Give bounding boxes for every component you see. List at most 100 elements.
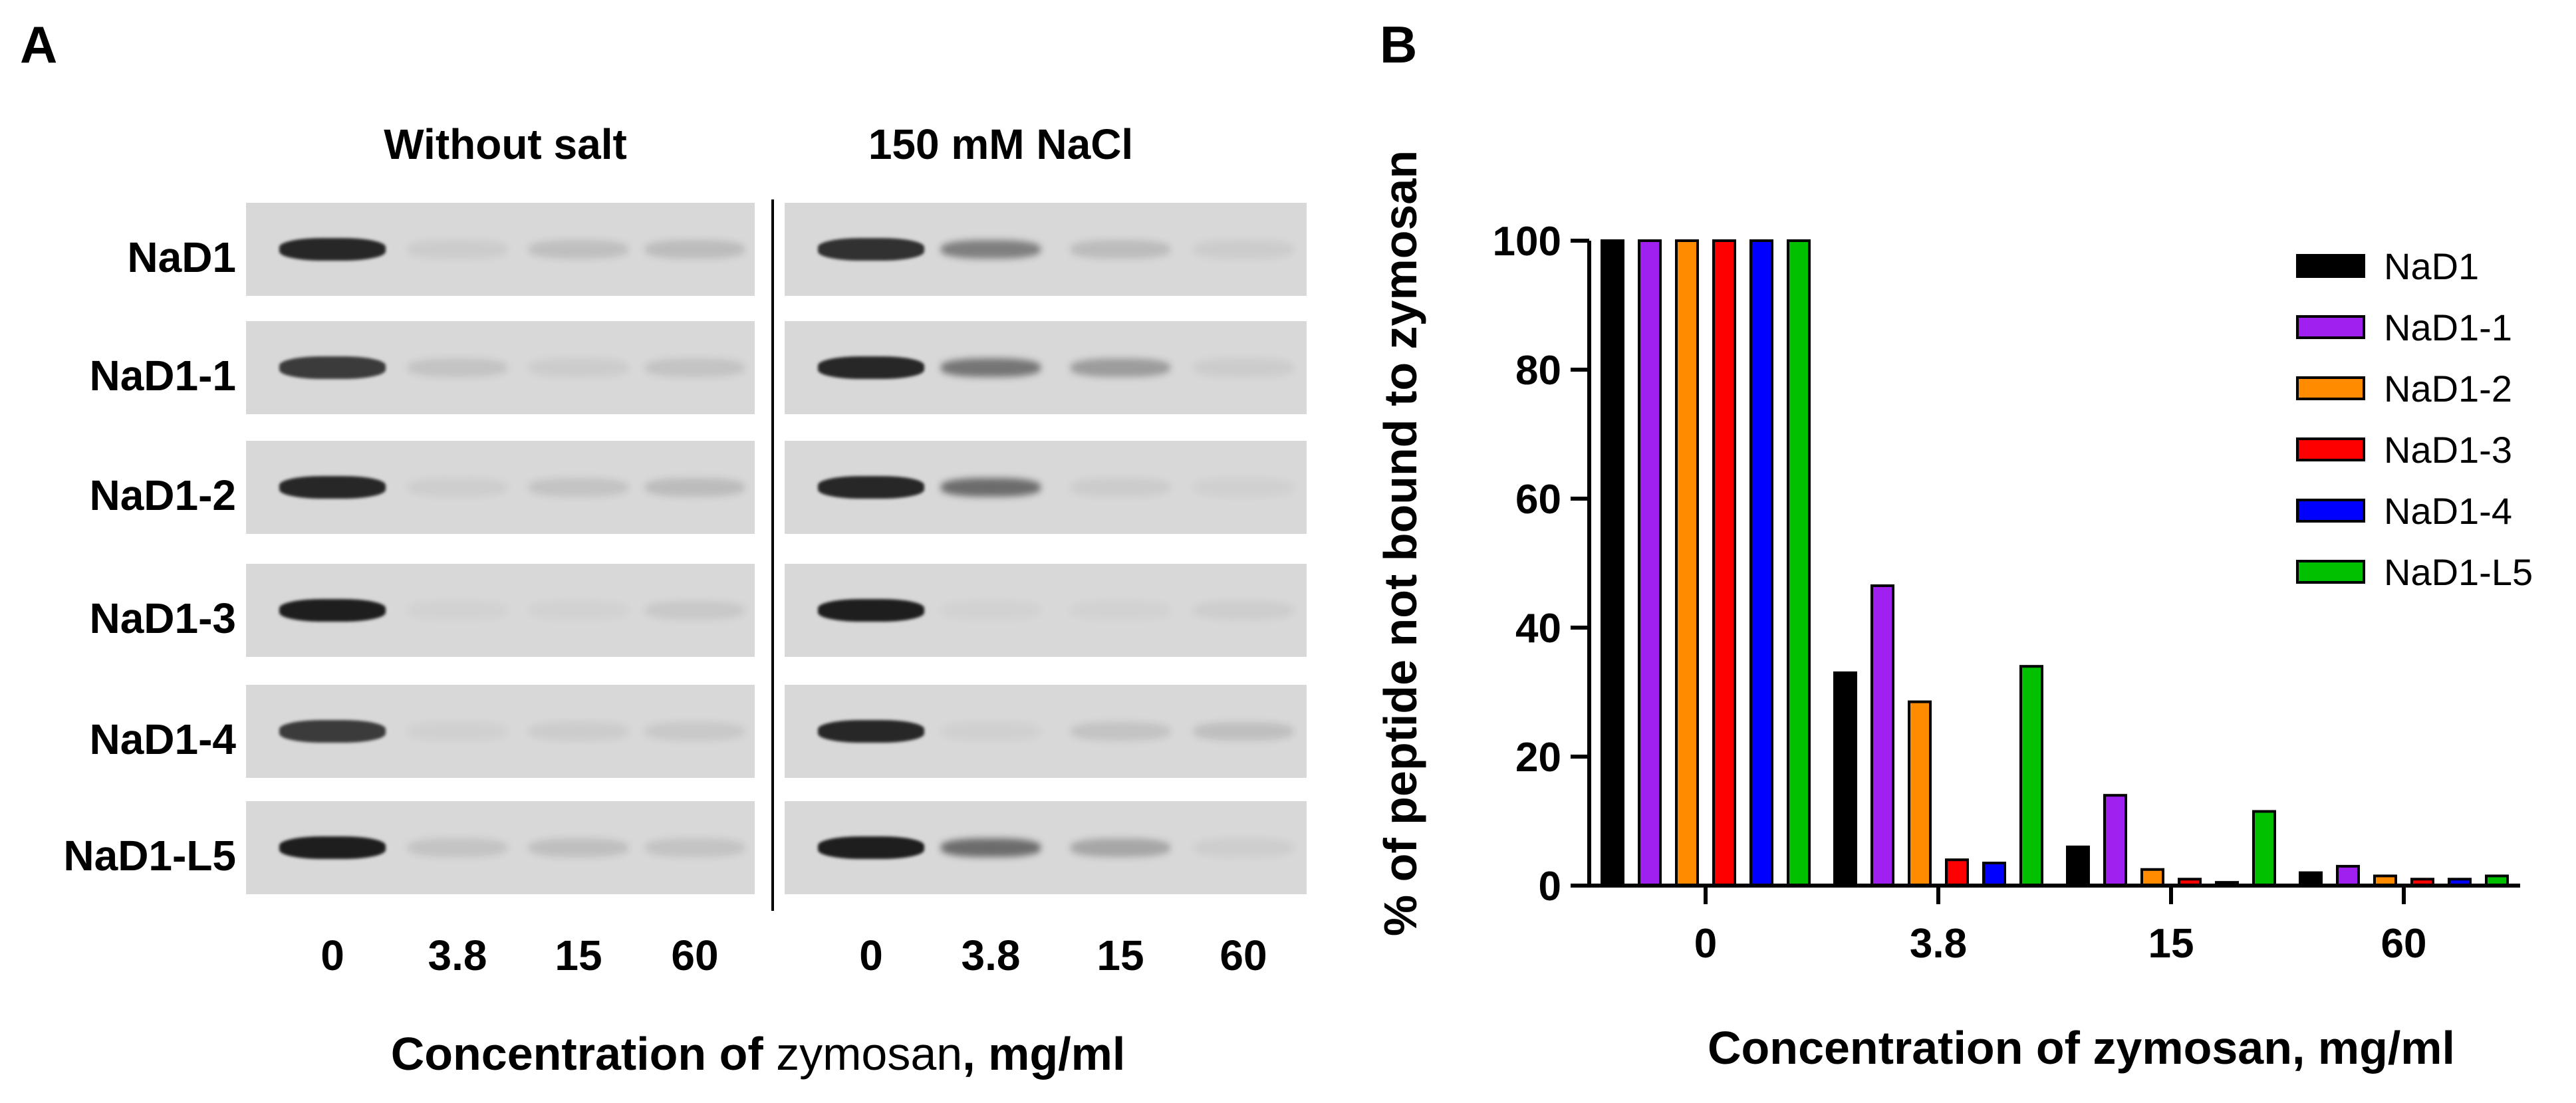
gel-right-3 xyxy=(785,564,1307,657)
row-label-5: NaD1-L5 xyxy=(63,832,236,880)
bar-NaD1-L5-0 xyxy=(1787,239,1811,887)
band-right-3-0 xyxy=(818,599,924,622)
band-right-1-1 xyxy=(941,358,1041,377)
band-right-2-0 xyxy=(818,476,924,499)
bar-NaD1-L5-3.8 xyxy=(2019,665,2043,887)
band-right-3-2 xyxy=(1071,601,1170,620)
bar-NaD1-3-3.8 xyxy=(1945,858,1969,887)
gel-left-3 xyxy=(246,564,755,657)
band-right-4-3 xyxy=(1194,722,1293,741)
lane-label-right-3: 60 xyxy=(1220,931,1267,979)
y-tick-label-4: 80 xyxy=(1515,348,1561,394)
bar-NaD1-0 xyxy=(1601,239,1624,887)
bar-NaD1-15 xyxy=(2066,845,2090,888)
y-tick-label-5: 100 xyxy=(1493,219,1561,265)
band-left-5-3 xyxy=(645,838,745,857)
band-left-3-2 xyxy=(529,601,628,620)
band-left-1-2 xyxy=(529,358,628,377)
band-left-0-0 xyxy=(279,238,386,261)
band-right-5-0 xyxy=(818,836,924,859)
band-right-2-2 xyxy=(1071,478,1170,497)
band-left-0-2 xyxy=(529,240,628,259)
band-right-5-3 xyxy=(1194,838,1293,857)
gel-right-5 xyxy=(785,801,1307,894)
panel-a-letter: A xyxy=(20,15,58,74)
band-left-5-0 xyxy=(279,836,386,859)
lane-label-left-2: 15 xyxy=(555,931,602,979)
bar-NaD1-1-0 xyxy=(1638,239,1662,887)
band-right-1-2 xyxy=(1071,358,1170,377)
band-left-0-1 xyxy=(408,240,507,259)
legend-label-NaD1-2: NaD1-2 xyxy=(2384,368,2512,410)
lane-label-left-0: 0 xyxy=(321,931,344,979)
legend-label-NaD1-3: NaD1-3 xyxy=(2384,429,2512,471)
x-tick-label-1: 3.8 xyxy=(1910,921,1967,967)
gel-right-0 xyxy=(785,203,1307,296)
x-axis-label: Concentration of zymosan, mg/ml xyxy=(1708,1022,2455,1074)
row-label-2: NaD1-2 xyxy=(89,471,236,519)
band-left-5-2 xyxy=(529,838,628,857)
band-right-3-1 xyxy=(941,601,1041,620)
gel-left-2 xyxy=(246,441,755,534)
band-left-4-2 xyxy=(529,722,628,741)
y-tick-label-1: 20 xyxy=(1515,735,1561,781)
y-tick-label-0: 0 xyxy=(1539,864,1561,910)
gel-right-1 xyxy=(785,321,1307,414)
gel-right-4 xyxy=(785,685,1307,778)
x-tick-label-2: 15 xyxy=(2148,921,2194,967)
without-salt-title: Without salt xyxy=(384,120,627,168)
bar-NaD1-1-60 xyxy=(2336,864,2360,888)
bar-NaD1-2-3.8 xyxy=(1908,700,1932,888)
bar-NaD1-1-3.8 xyxy=(1870,584,1894,887)
band-left-2-1 xyxy=(408,478,507,497)
y-tick-label-3: 60 xyxy=(1515,477,1561,523)
band-left-1-0 xyxy=(279,356,386,379)
y-tick-label-2: 40 xyxy=(1515,606,1561,652)
band-right-0-3 xyxy=(1194,240,1293,259)
band-right-4-0 xyxy=(818,720,924,743)
bar-NaD1-4-0 xyxy=(1749,239,1773,887)
gel-left-0 xyxy=(246,203,755,296)
band-left-4-0 xyxy=(279,720,386,743)
bar-NaD1-2-0 xyxy=(1675,239,1699,887)
band-left-3-1 xyxy=(408,601,507,620)
band-left-2-2 xyxy=(529,478,628,497)
row-label-0: NaD1 xyxy=(127,233,236,281)
bar-NaD1-4-3.8 xyxy=(1982,862,2006,888)
legend-label-NaD1-1: NaD1-1 xyxy=(2384,306,2512,348)
band-left-3-3 xyxy=(645,601,745,620)
panel-a-xlabel: Concentration of zymosan, mg/ml xyxy=(390,1028,1126,1080)
band-right-3-3 xyxy=(1194,601,1293,620)
legend-swatch-NaD1-3 xyxy=(2296,437,2365,461)
legend-swatch-NaD1-4 xyxy=(2296,499,2365,523)
row-label-3: NaD1-3 xyxy=(89,594,236,642)
legend-swatch-NaD1-L5 xyxy=(2296,560,2365,584)
row-label-4: NaD1-4 xyxy=(89,715,236,763)
x-tick-label-0: 0 xyxy=(1694,921,1717,967)
band-right-0-0 xyxy=(818,238,924,261)
lane-label-left-1: 3.8 xyxy=(428,931,487,979)
bar-NaD1-3-0 xyxy=(1712,239,1736,887)
row-label-1: NaD1-1 xyxy=(89,352,236,400)
band-right-2-3 xyxy=(1194,478,1293,497)
band-left-0-3 xyxy=(645,240,745,259)
lane-label-right-0: 0 xyxy=(859,931,883,979)
legend-swatch-NaD1 xyxy=(2296,254,2365,278)
bar-chart: 0 20 40 60 80 100 % of peptide not bound to zy… xyxy=(1374,150,2533,1074)
bar-NaD1-3.8 xyxy=(1833,671,1857,888)
band-right-4-2 xyxy=(1071,722,1170,741)
band-right-5-1 xyxy=(941,838,1041,857)
nacl-title: 150 mM NaCl xyxy=(868,120,1134,168)
gel-divider xyxy=(771,199,774,911)
lane-label-left-3: 60 xyxy=(671,931,719,979)
band-left-1-1 xyxy=(408,358,507,377)
x-tick-label-3: 60 xyxy=(2381,921,2427,967)
band-right-2-1 xyxy=(941,478,1041,497)
band-right-1-3 xyxy=(1194,358,1293,377)
legend-label-NaD1: NaD1 xyxy=(2384,245,2479,287)
band-left-5-1 xyxy=(408,838,507,857)
band-left-3-0 xyxy=(279,599,386,622)
band-right-4-1 xyxy=(941,722,1041,741)
band-right-5-2 xyxy=(1071,838,1170,857)
legend-swatch-NaD1-2 xyxy=(2296,376,2365,400)
